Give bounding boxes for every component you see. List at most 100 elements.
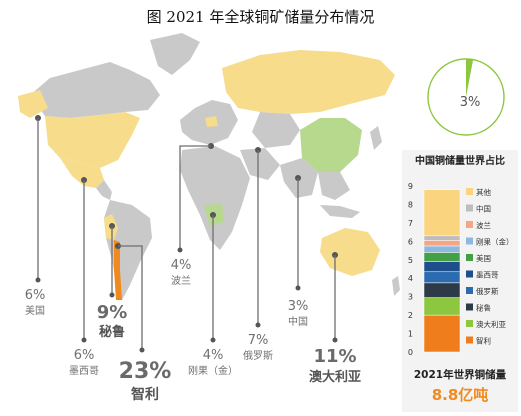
stack-segment-6 bbox=[423, 245, 461, 253]
callout-lines bbox=[35, 115, 338, 353]
legend-label-2: 波兰 bbox=[476, 220, 491, 230]
legend-label-5: 墨西哥 bbox=[476, 271, 499, 280]
stack-chart-title: 中国铜储量世界占比 bbox=[415, 154, 505, 167]
land-se-asia bbox=[318, 172, 350, 200]
stack-segment-1 bbox=[423, 297, 461, 316]
legend-swatch-9 bbox=[466, 336, 473, 344]
land-china bbox=[300, 118, 362, 172]
label-usa-name: 美国 bbox=[25, 304, 45, 317]
legend-label-6: 俄罗斯 bbox=[476, 286, 499, 296]
stack-segment-3 bbox=[423, 271, 461, 284]
label-drc-name: 刚果（金） bbox=[188, 364, 238, 377]
legend-swatch-3 bbox=[466, 237, 473, 245]
land-masses bbox=[18, 33, 400, 300]
land-russia bbox=[222, 50, 395, 114]
dot-china-end bbox=[295, 285, 301, 291]
label-russia-name: 俄罗斯 bbox=[243, 349, 273, 362]
y-tick-5: 5 bbox=[408, 256, 413, 265]
country-labels: 6% 美国 6% 墨西哥 9% 秘鲁 23% 智利 4% 波兰 4% 刚果（金）… bbox=[25, 258, 361, 403]
stack-segment-7 bbox=[423, 240, 461, 247]
label-usa-pct: 6% bbox=[25, 288, 46, 303]
y-tick-1: 1 bbox=[408, 330, 413, 339]
footer-label: 2021年世界铜储量 bbox=[414, 368, 507, 381]
stack-bars bbox=[423, 189, 461, 353]
line-poland bbox=[179, 145, 211, 250]
y-tick-8: 8 bbox=[408, 200, 413, 209]
stack-segment-5 bbox=[423, 252, 461, 262]
legend-swatch-6 bbox=[466, 287, 473, 294]
legend-label-0: 其他 bbox=[476, 187, 491, 197]
label-mexico-name: 墨西哥 bbox=[69, 365, 99, 377]
dot-russia-end bbox=[255, 322, 261, 328]
legend-swatch-8 bbox=[466, 320, 473, 327]
label-peru-pct: 9% bbox=[97, 302, 128, 323]
legend-label-4: 美国 bbox=[476, 253, 491, 263]
y-tick-7: 7 bbox=[408, 219, 413, 228]
legend-swatch-1 bbox=[466, 204, 473, 212]
label-poland-name: 波兰 bbox=[171, 274, 191, 287]
label-russia-pct: 7% bbox=[248, 333, 269, 348]
pie-label: 3% bbox=[460, 95, 481, 110]
dot-poland-end bbox=[177, 247, 183, 253]
stack-segment-4 bbox=[423, 261, 461, 273]
land-mexico bbox=[60, 158, 104, 188]
dot-mexico-end bbox=[81, 337, 87, 343]
page-title: 图 2021 年全球铜矿储量分布情况 bbox=[146, 8, 375, 26]
label-peru-name: 秘鲁 bbox=[99, 324, 125, 340]
stack-segment-2 bbox=[423, 282, 461, 298]
land-africa bbox=[180, 146, 250, 250]
legend-swatch-7 bbox=[466, 303, 473, 311]
dot-chile-end bbox=[139, 347, 145, 353]
china-share-pie: 3% bbox=[427, 58, 505, 136]
label-china-name: 中国 bbox=[288, 315, 308, 328]
dot-peru-end bbox=[109, 292, 115, 298]
label-australia-pct: 11% bbox=[313, 346, 356, 367]
land-new-zealand bbox=[392, 276, 400, 296]
y-tick-2: 2 bbox=[408, 311, 413, 320]
footer-value: 8.8亿吨 bbox=[432, 386, 489, 404]
land-central-america bbox=[96, 180, 112, 200]
label-poland-pct: 4% bbox=[171, 258, 192, 273]
land-central-asia bbox=[252, 112, 300, 148]
legend-swatch-2 bbox=[466, 221, 473, 228]
land-japan bbox=[370, 126, 382, 150]
y-tick-0: 0 bbox=[408, 348, 413, 357]
label-chile-pct: 23% bbox=[119, 359, 172, 384]
land-indonesia bbox=[320, 205, 360, 218]
legend-label-1: 中国 bbox=[476, 204, 491, 214]
land-middle-east bbox=[240, 148, 280, 180]
legend-label-7: 秘鲁 bbox=[476, 303, 491, 313]
legend-label-9: 智利 bbox=[476, 336, 491, 346]
y-tick-9: 9 bbox=[408, 182, 413, 191]
land-canada bbox=[30, 62, 160, 118]
stack-segment-8 bbox=[423, 235, 461, 241]
stack-segment-9 bbox=[423, 189, 461, 237]
stack-segment-0 bbox=[423, 314, 461, 353]
stack-y-axis: 0 1 2 3 4 5 6 7 8 9 bbox=[408, 182, 413, 357]
label-drc-pct: 4% bbox=[203, 348, 224, 363]
y-tick-3: 3 bbox=[408, 293, 413, 302]
land-chile bbox=[114, 240, 122, 300]
dot-australia-end bbox=[332, 337, 338, 343]
land-greenland bbox=[150, 33, 200, 75]
legend-label-8: 澳大利亚 bbox=[476, 319, 506, 329]
dot-usa-end bbox=[35, 277, 41, 283]
land-poland bbox=[205, 116, 218, 127]
legend-swatch-4 bbox=[466, 254, 473, 261]
label-australia-name: 澳大利亚 bbox=[309, 369, 361, 385]
land-usa bbox=[45, 112, 140, 168]
land-alaska bbox=[18, 90, 48, 118]
pie-slice-china bbox=[466, 59, 474, 97]
dot-drc-end bbox=[210, 337, 216, 343]
y-tick-6: 6 bbox=[408, 237, 413, 246]
line-chile bbox=[118, 245, 143, 350]
legend-swatch-0 bbox=[466, 188, 473, 195]
label-mexico-pct: 6% bbox=[74, 348, 95, 363]
y-tick-4: 4 bbox=[408, 274, 413, 283]
legend-swatch-5 bbox=[466, 270, 473, 278]
legend-label-3: 刚果（金） bbox=[476, 237, 514, 247]
label-china-pct: 3% bbox=[288, 299, 309, 314]
